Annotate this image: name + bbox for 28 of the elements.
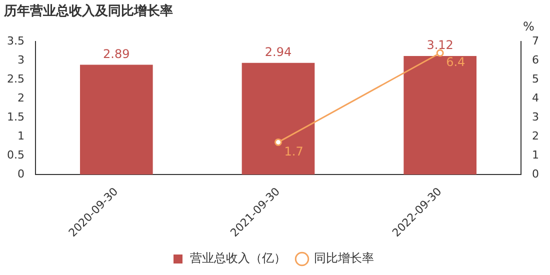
y-tick-label: 0 (17, 167, 24, 180)
y-tick-label: 3.5 (6, 34, 24, 48)
bar (242, 62, 315, 174)
y-tick-label: 2.5 (6, 72, 24, 86)
bar (80, 64, 153, 174)
legend-label: 同比增长率 (314, 251, 374, 266)
y2-tick-label: 3 (532, 110, 539, 124)
y-tick-label: 3 (17, 53, 24, 66)
data-label: 1.7 (284, 144, 304, 158)
y2-tick-label: 7 (532, 34, 539, 48)
data-label: 6.4 (446, 55, 466, 70)
y-tick-label: 0.5 (6, 148, 24, 162)
chart-title: 历年营业总收入及同比增长率 (3, 3, 173, 20)
y2-axis-title: % (523, 20, 534, 34)
y-tick-label: 2 (17, 91, 24, 104)
y2-tick-label: 5 (532, 72, 539, 86)
y-tick-label: 1 (17, 129, 24, 142)
data-label: 2.89 (103, 46, 130, 61)
data-label: 2.94 (264, 44, 292, 59)
data-label: 3.12 (426, 38, 454, 52)
bar (404, 56, 476, 174)
y2-tick-label: 4 (532, 91, 539, 104)
y2-tick-label: 0 (532, 167, 539, 180)
y2-tick-label: 1 (532, 148, 539, 162)
y2-tick-label: 2 (532, 129, 539, 142)
y2-tick-label: 6 (532, 53, 539, 66)
legend-label: 营业总收入（亿） (190, 251, 286, 266)
y-tick-label: 1.5 (6, 110, 24, 124)
